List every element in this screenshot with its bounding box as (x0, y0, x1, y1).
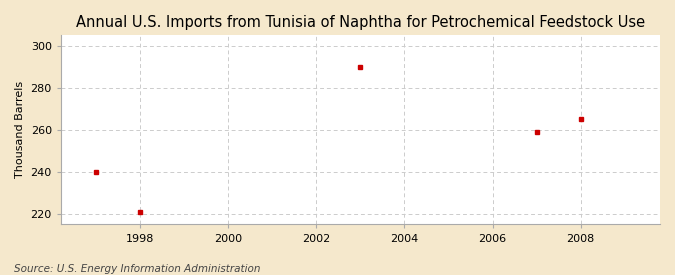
Text: Source: U.S. Energy Information Administration: Source: U.S. Energy Information Administ… (14, 264, 260, 274)
Title: Annual U.S. Imports from Tunisia of Naphtha for Petrochemical Feedstock Use: Annual U.S. Imports from Tunisia of Naph… (76, 15, 645, 30)
Y-axis label: Thousand Barrels: Thousand Barrels (15, 81, 25, 178)
